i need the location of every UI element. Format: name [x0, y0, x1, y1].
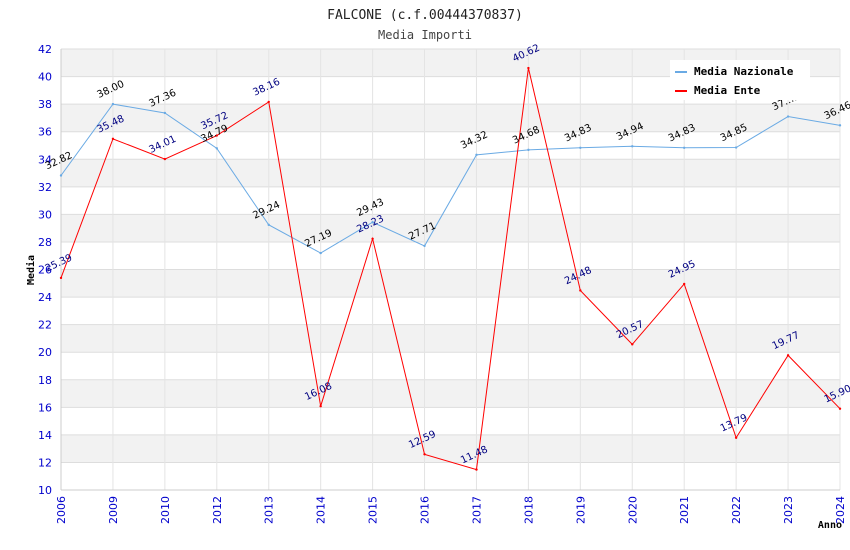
x-axis-label: Anno	[818, 520, 842, 531]
point-ente-2016	[423, 453, 426, 456]
point-nazionale-2010	[163, 111, 167, 115]
band-1	[61, 434, 840, 463]
point-nazionale-2009	[111, 102, 115, 106]
band-5	[61, 324, 840, 353]
point-nazionale-2017	[475, 153, 478, 157]
band-7	[61, 269, 840, 298]
chart-subtitle: Media Importi	[378, 28, 472, 42]
y-tick-26: 26	[38, 264, 52, 277]
point-ente-2015	[371, 237, 374, 240]
y-tick-24: 24	[38, 291, 52, 304]
point-ente-2018	[527, 66, 530, 70]
legend-label-nazionale: Media Nazionale	[694, 65, 794, 78]
point-nazionale-2020	[631, 145, 634, 148]
point-nazionale-2013	[267, 223, 270, 227]
point-ente-2017	[475, 468, 478, 471]
x-tick-2019: 2019	[574, 496, 587, 524]
x-tick-2024: 2024	[834, 496, 847, 524]
background-bands	[61, 49, 840, 490]
point-nazionale-2022	[734, 146, 738, 149]
point-ente-2020	[631, 343, 634, 346]
x-tick-2020: 2020	[626, 496, 639, 524]
y-tick-32: 32	[38, 181, 52, 194]
y-tick-28: 28	[38, 236, 52, 249]
band-12	[61, 131, 840, 160]
y-axis-label: Media	[25, 255, 37, 285]
band-2	[61, 407, 840, 435]
x-tick-2018: 2018	[522, 496, 535, 524]
point-nazionale-2016	[423, 244, 426, 248]
x-tick-2010: 2010	[159, 496, 172, 524]
point-nazionale-2023	[786, 115, 790, 118]
x-tick-2017: 2017	[470, 496, 483, 524]
y-tick-42: 42	[38, 43, 52, 56]
y-tick-labels: 10 12 14 16 18 20 22 24 26 28 30 32 34 36 38 40 42	[38, 43, 52, 497]
legend-box	[670, 60, 810, 100]
y-tick-18: 18	[38, 374, 52, 387]
x-tick-2009: 2009	[107, 496, 120, 524]
point-ente-2010	[163, 157, 167, 161]
x-tick-2014: 2014	[315, 496, 328, 524]
point-nazionale-2012	[215, 147, 218, 150]
point-ente-2019	[579, 289, 582, 292]
x-tick-2021: 2021	[678, 496, 691, 524]
point-ente-2013	[267, 100, 270, 104]
band-9	[61, 214, 840, 242]
x-tick-2015: 2015	[367, 496, 380, 524]
band-3	[61, 379, 840, 408]
band-0	[61, 462, 840, 490]
y-tick-14: 14	[38, 429, 52, 442]
x-tick-2022: 2022	[730, 496, 743, 524]
point-nazionale-2021	[683, 146, 686, 150]
point-ente-2022	[734, 436, 738, 439]
series-lines	[59, 66, 842, 471]
x-tick-2023: 2023	[782, 496, 795, 524]
series-line-media-ente	[60, 67, 841, 471]
band-11	[61, 159, 840, 187]
y-tick-38: 38	[38, 98, 52, 111]
x-tick-2006: 2006	[55, 496, 68, 524]
y-tick-12: 12	[38, 456, 52, 469]
x-tick-2012: 2012	[211, 496, 224, 524]
legend-label-ente: Media Ente	[694, 84, 761, 97]
point-ente-2006	[59, 276, 63, 280]
band-4	[61, 352, 840, 380]
x-tick-labels: 2006 2009 2010 2012 2013 2014 2015 2016 2017 2018…	[55, 496, 847, 524]
point-nazionale-2018	[527, 148, 530, 152]
chart-title: FALCONE (c.f.00444370837)	[327, 8, 523, 23]
point-nazionale-2014	[319, 251, 322, 255]
y-tick-22: 22	[38, 319, 52, 332]
point-ente-2021	[683, 282, 686, 286]
band-8	[61, 241, 840, 270]
y-tick-36: 36	[38, 126, 52, 139]
y-tick-34: 34	[38, 153, 52, 166]
point-nazionale-2006	[59, 174, 63, 177]
series-line-media-nazionale	[60, 103, 841, 254]
legend: Media Nazionale Media Ente	[670, 60, 810, 100]
y-tick-10: 10	[38, 484, 52, 497]
y-tick-30: 30	[38, 208, 52, 221]
point-nazionale-2019	[579, 146, 582, 150]
y-tick-40: 40	[38, 71, 52, 84]
point-ente-2012	[215, 134, 218, 137]
point-nazionale-2015	[371, 221, 374, 224]
band-6	[61, 297, 840, 325]
x-tick-2016: 2016	[419, 496, 432, 524]
point-ente-2024	[838, 407, 842, 410]
gridlines	[60, 48, 841, 491]
point-nazionale-2024	[838, 124, 842, 127]
point-ente-2014	[319, 405, 322, 408]
point-ente-2009	[111, 137, 115, 141]
point-ente-2023	[786, 354, 790, 357]
x-tick-2013: 2013	[263, 496, 276, 524]
y-tick-20: 20	[38, 346, 52, 359]
y-tick-16: 16	[38, 401, 52, 414]
band-13	[61, 104, 840, 132]
